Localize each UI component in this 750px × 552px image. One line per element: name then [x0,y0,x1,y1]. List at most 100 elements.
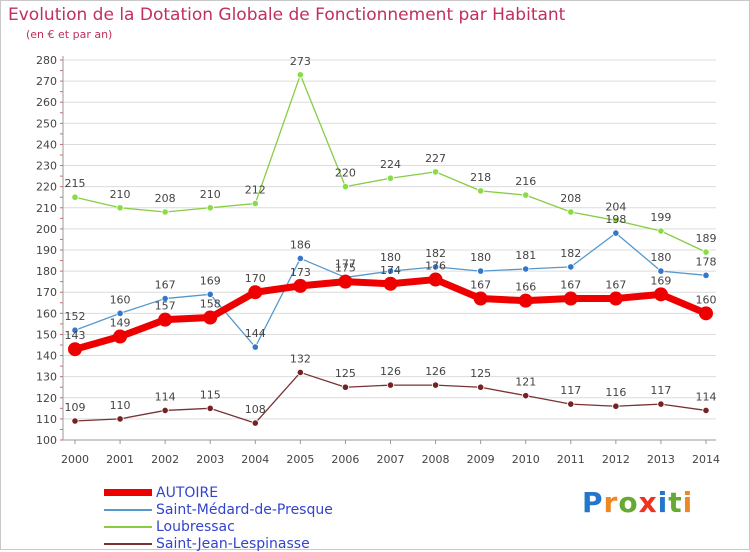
y-tick-label: 100 [36,434,57,447]
x-tick-label: 2001 [106,453,134,466]
data-label: 204 [605,200,626,213]
x-tick-label: 2005 [286,453,314,466]
data-label: 166 [515,281,536,294]
legend-item: Saint-Jean-Lespinasse [104,535,333,552]
data-label: 152 [65,310,86,323]
legend-label: Saint-Jean-Lespinasse [156,535,310,552]
data-label: 158 [200,298,221,311]
data-point [431,263,440,271]
axes: 100 110 120 130 140 150 160 170 180 190 200 210 220 2… [36,54,720,466]
legend-label: Loubressac [156,518,235,535]
data-point [251,419,259,427]
logo-letter: t [668,486,683,519]
y-tick-label: 210 [36,202,57,215]
logo-letter: P [582,486,604,519]
data-point [341,183,350,191]
y-tick-label: 130 [36,371,57,384]
data-label: 175 [335,262,356,275]
x-tick-label: 2006 [331,453,359,466]
data-point [518,293,533,308]
data-point [71,193,79,201]
data-label: 157 [155,300,176,313]
data-point [657,400,665,408]
data-point [702,406,710,415]
data-point [567,263,575,271]
data-point [612,229,620,237]
data-label: 210 [200,188,221,201]
x-tick-label: 2007 [377,453,405,466]
data-point [657,227,665,235]
data-label: 177 [335,257,356,270]
data-point [657,267,665,275]
data-point [522,392,530,400]
data-point [248,285,263,300]
y-tick-label: 180 [36,265,57,278]
data-point [612,402,620,410]
y-tick-label: 110 [36,413,57,426]
data-label: 169 [650,274,671,287]
data-label: 160 [696,293,717,306]
data-label: 186 [290,238,311,251]
x-tick-label: 2011 [557,453,585,466]
x-tick-label: 2010 [512,453,540,466]
proxiti-logo: Proxiti [582,486,693,519]
legend-swatch [104,542,152,545]
data-point [206,204,214,212]
legend-item: Saint-Médard-de-Presque [104,501,333,518]
data-label: 160 [110,293,131,306]
data-label: 212 [245,184,266,197]
data-label: 220 [335,167,356,180]
chart-subtitle: (en € et par an) [26,28,113,41]
y-tick-label: 240 [36,138,57,151]
legend-item: AUTOIRE [104,484,333,501]
data-label: 208 [560,192,581,205]
data-point [383,276,398,291]
data-point [702,248,710,256]
data-label: 173 [290,266,311,279]
x-tick-label: 2014 [692,453,720,466]
y-tick-label: 250 [36,117,57,130]
data-label: 143 [65,329,86,342]
data-label: 115 [200,388,221,401]
data-point [386,174,395,182]
data-point [608,291,623,306]
data-label: 108 [245,403,266,416]
data-point [116,309,124,317]
data-label: 180 [380,251,401,264]
series-lines [68,71,713,427]
logo-letter: i [682,486,694,519]
y-tick-label: 140 [36,350,57,363]
data-point [296,71,304,79]
data-label: 178 [696,255,717,268]
data-point [203,310,218,325]
data-label: 167 [560,279,581,292]
x-tick-label: 2000 [61,453,89,466]
data-label: 180 [650,251,671,264]
chart-title: Evolution de la Dotation Globale de Fonc… [8,5,566,25]
data-point [161,406,169,415]
data-label: 189 [696,232,717,245]
data-point [116,415,124,423]
legend-swatch [104,525,152,528]
x-tick-label: 2013 [647,453,675,466]
y-tick-label: 170 [36,286,57,299]
y-tick-label: 270 [36,75,57,88]
data-point [563,291,578,306]
data-label: 116 [605,386,626,399]
data-point [431,168,440,176]
data-point [71,417,79,425]
data-label: 125 [470,367,491,380]
data-point [338,274,353,289]
data-point [567,208,575,216]
legend-swatch [104,508,152,511]
logo-letter: x [638,486,658,519]
legend-swatch [104,489,152,496]
data-point [68,342,82,357]
data-label: 181 [515,249,536,262]
data-label: 215 [65,177,86,190]
data-label: 218 [470,171,491,184]
data-label: 210 [110,188,131,201]
